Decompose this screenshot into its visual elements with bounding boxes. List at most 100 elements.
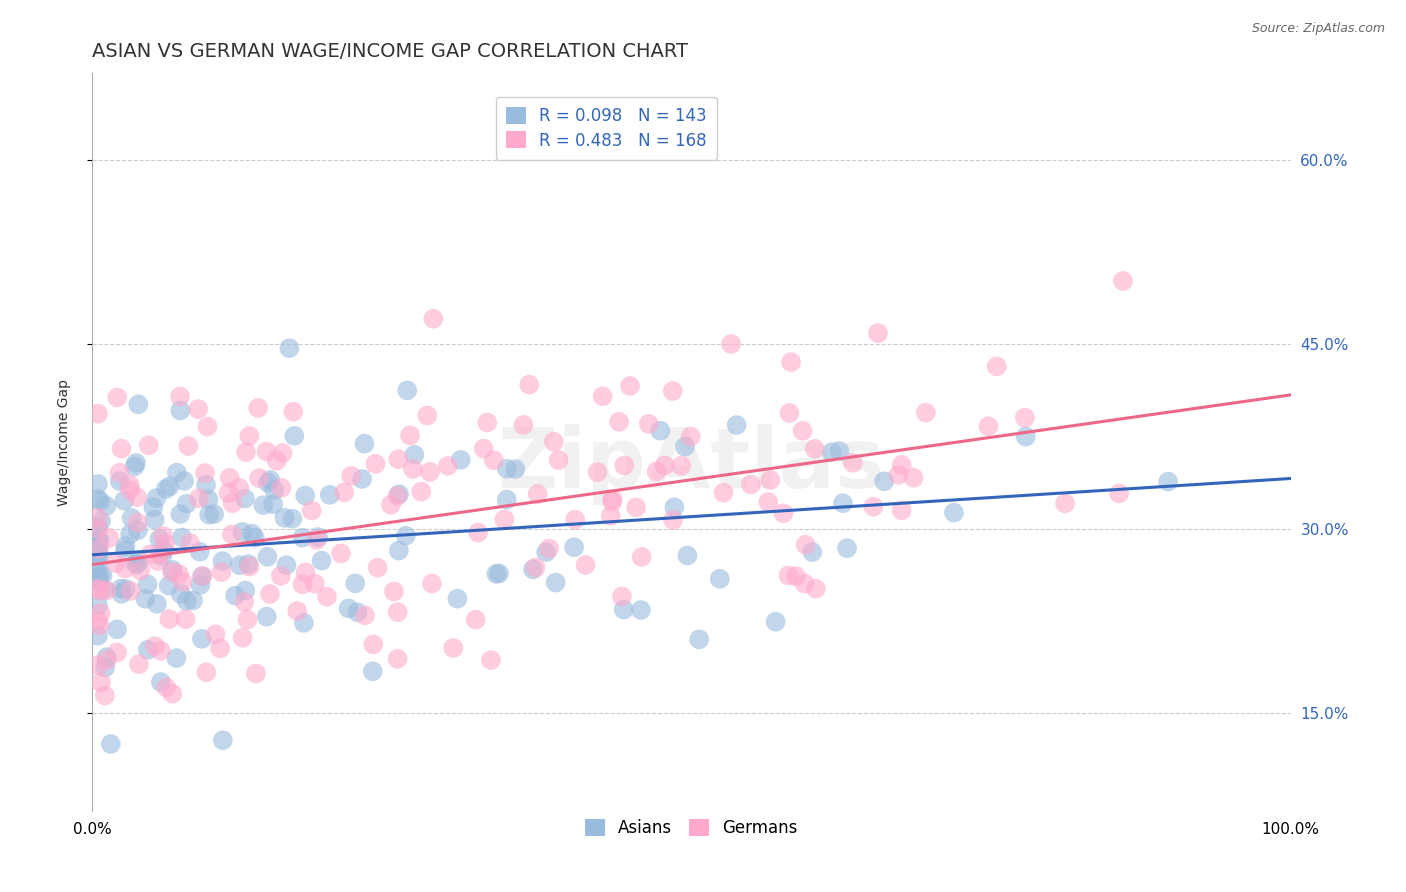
Point	[600, 494, 623, 508]
Point	[231, 524, 253, 539]
Point	[835, 541, 858, 556]
Point	[87, 510, 110, 524]
Point	[125, 558, 148, 572]
Point	[779, 406, 801, 420]
Point	[526, 487, 548, 501]
Point	[543, 434, 565, 449]
Point	[148, 532, 170, 546]
Point	[276, 558, 298, 573]
Point	[128, 657, 150, 672]
Point	[263, 483, 285, 497]
Point	[592, 389, 614, 403]
Point	[195, 478, 218, 492]
Point	[179, 536, 201, 550]
Point	[87, 520, 110, 534]
Point	[630, 603, 652, 617]
Point	[120, 483, 142, 497]
Point	[100, 737, 122, 751]
Point	[172, 574, 194, 589]
Point	[128, 554, 150, 568]
Point	[87, 658, 110, 673]
Point	[155, 681, 177, 695]
Point	[191, 569, 214, 583]
Point	[411, 484, 433, 499]
Point	[236, 612, 259, 626]
Point	[155, 537, 177, 551]
Point	[218, 471, 240, 485]
Point	[890, 503, 912, 517]
Point	[801, 545, 824, 559]
Legend: Asians, Germans: Asians, Germans	[578, 813, 804, 844]
Point	[903, 471, 925, 485]
Point	[256, 475, 278, 490]
Point	[89, 533, 111, 548]
Point	[243, 531, 266, 545]
Point	[228, 558, 250, 573]
Point	[114, 543, 136, 558]
Point	[765, 615, 787, 629]
Point	[564, 513, 586, 527]
Point	[177, 439, 200, 453]
Point	[195, 665, 218, 680]
Point	[96, 654, 118, 668]
Point	[124, 459, 146, 474]
Point	[127, 523, 149, 537]
Point	[174, 612, 197, 626]
Point	[610, 590, 633, 604]
Point	[94, 689, 117, 703]
Point	[110, 582, 132, 596]
Point	[228, 481, 250, 495]
Point	[866, 326, 889, 340]
Point	[673, 440, 696, 454]
Point	[301, 503, 323, 517]
Point	[482, 453, 505, 467]
Point	[363, 637, 385, 651]
Point	[235, 445, 257, 459]
Point	[212, 733, 235, 747]
Point	[87, 582, 110, 596]
Point	[120, 583, 142, 598]
Point	[188, 491, 211, 505]
Point	[311, 554, 333, 568]
Point	[333, 485, 356, 500]
Text: ZipAtlas: ZipAtlas	[498, 425, 886, 505]
Point	[661, 384, 683, 398]
Point	[271, 446, 294, 460]
Point	[986, 359, 1008, 374]
Point	[233, 583, 256, 598]
Point	[759, 473, 782, 487]
Point	[291, 531, 314, 545]
Point	[136, 577, 159, 591]
Point	[91, 568, 114, 582]
Point	[607, 415, 630, 429]
Point	[344, 576, 367, 591]
Point	[630, 549, 652, 564]
Point	[87, 477, 110, 491]
Point	[890, 458, 912, 472]
Point	[190, 578, 212, 592]
Point	[105, 645, 128, 659]
Point	[150, 549, 173, 564]
Point	[467, 525, 489, 540]
Point	[157, 579, 180, 593]
Point	[233, 595, 256, 609]
Point	[87, 407, 110, 421]
Point	[494, 512, 516, 526]
Point	[89, 583, 111, 598]
Point	[395, 529, 418, 543]
Point	[292, 615, 315, 630]
Point	[522, 562, 544, 576]
Point	[162, 563, 184, 577]
Point	[679, 429, 702, 443]
Point	[294, 489, 316, 503]
Point	[160, 565, 183, 579]
Point	[176, 594, 198, 608]
Point	[619, 379, 641, 393]
Point	[167, 567, 190, 582]
Point	[828, 444, 851, 458]
Point	[793, 576, 815, 591]
Point	[756, 495, 779, 509]
Point	[197, 419, 219, 434]
Point	[166, 651, 188, 665]
Point	[599, 508, 621, 523]
